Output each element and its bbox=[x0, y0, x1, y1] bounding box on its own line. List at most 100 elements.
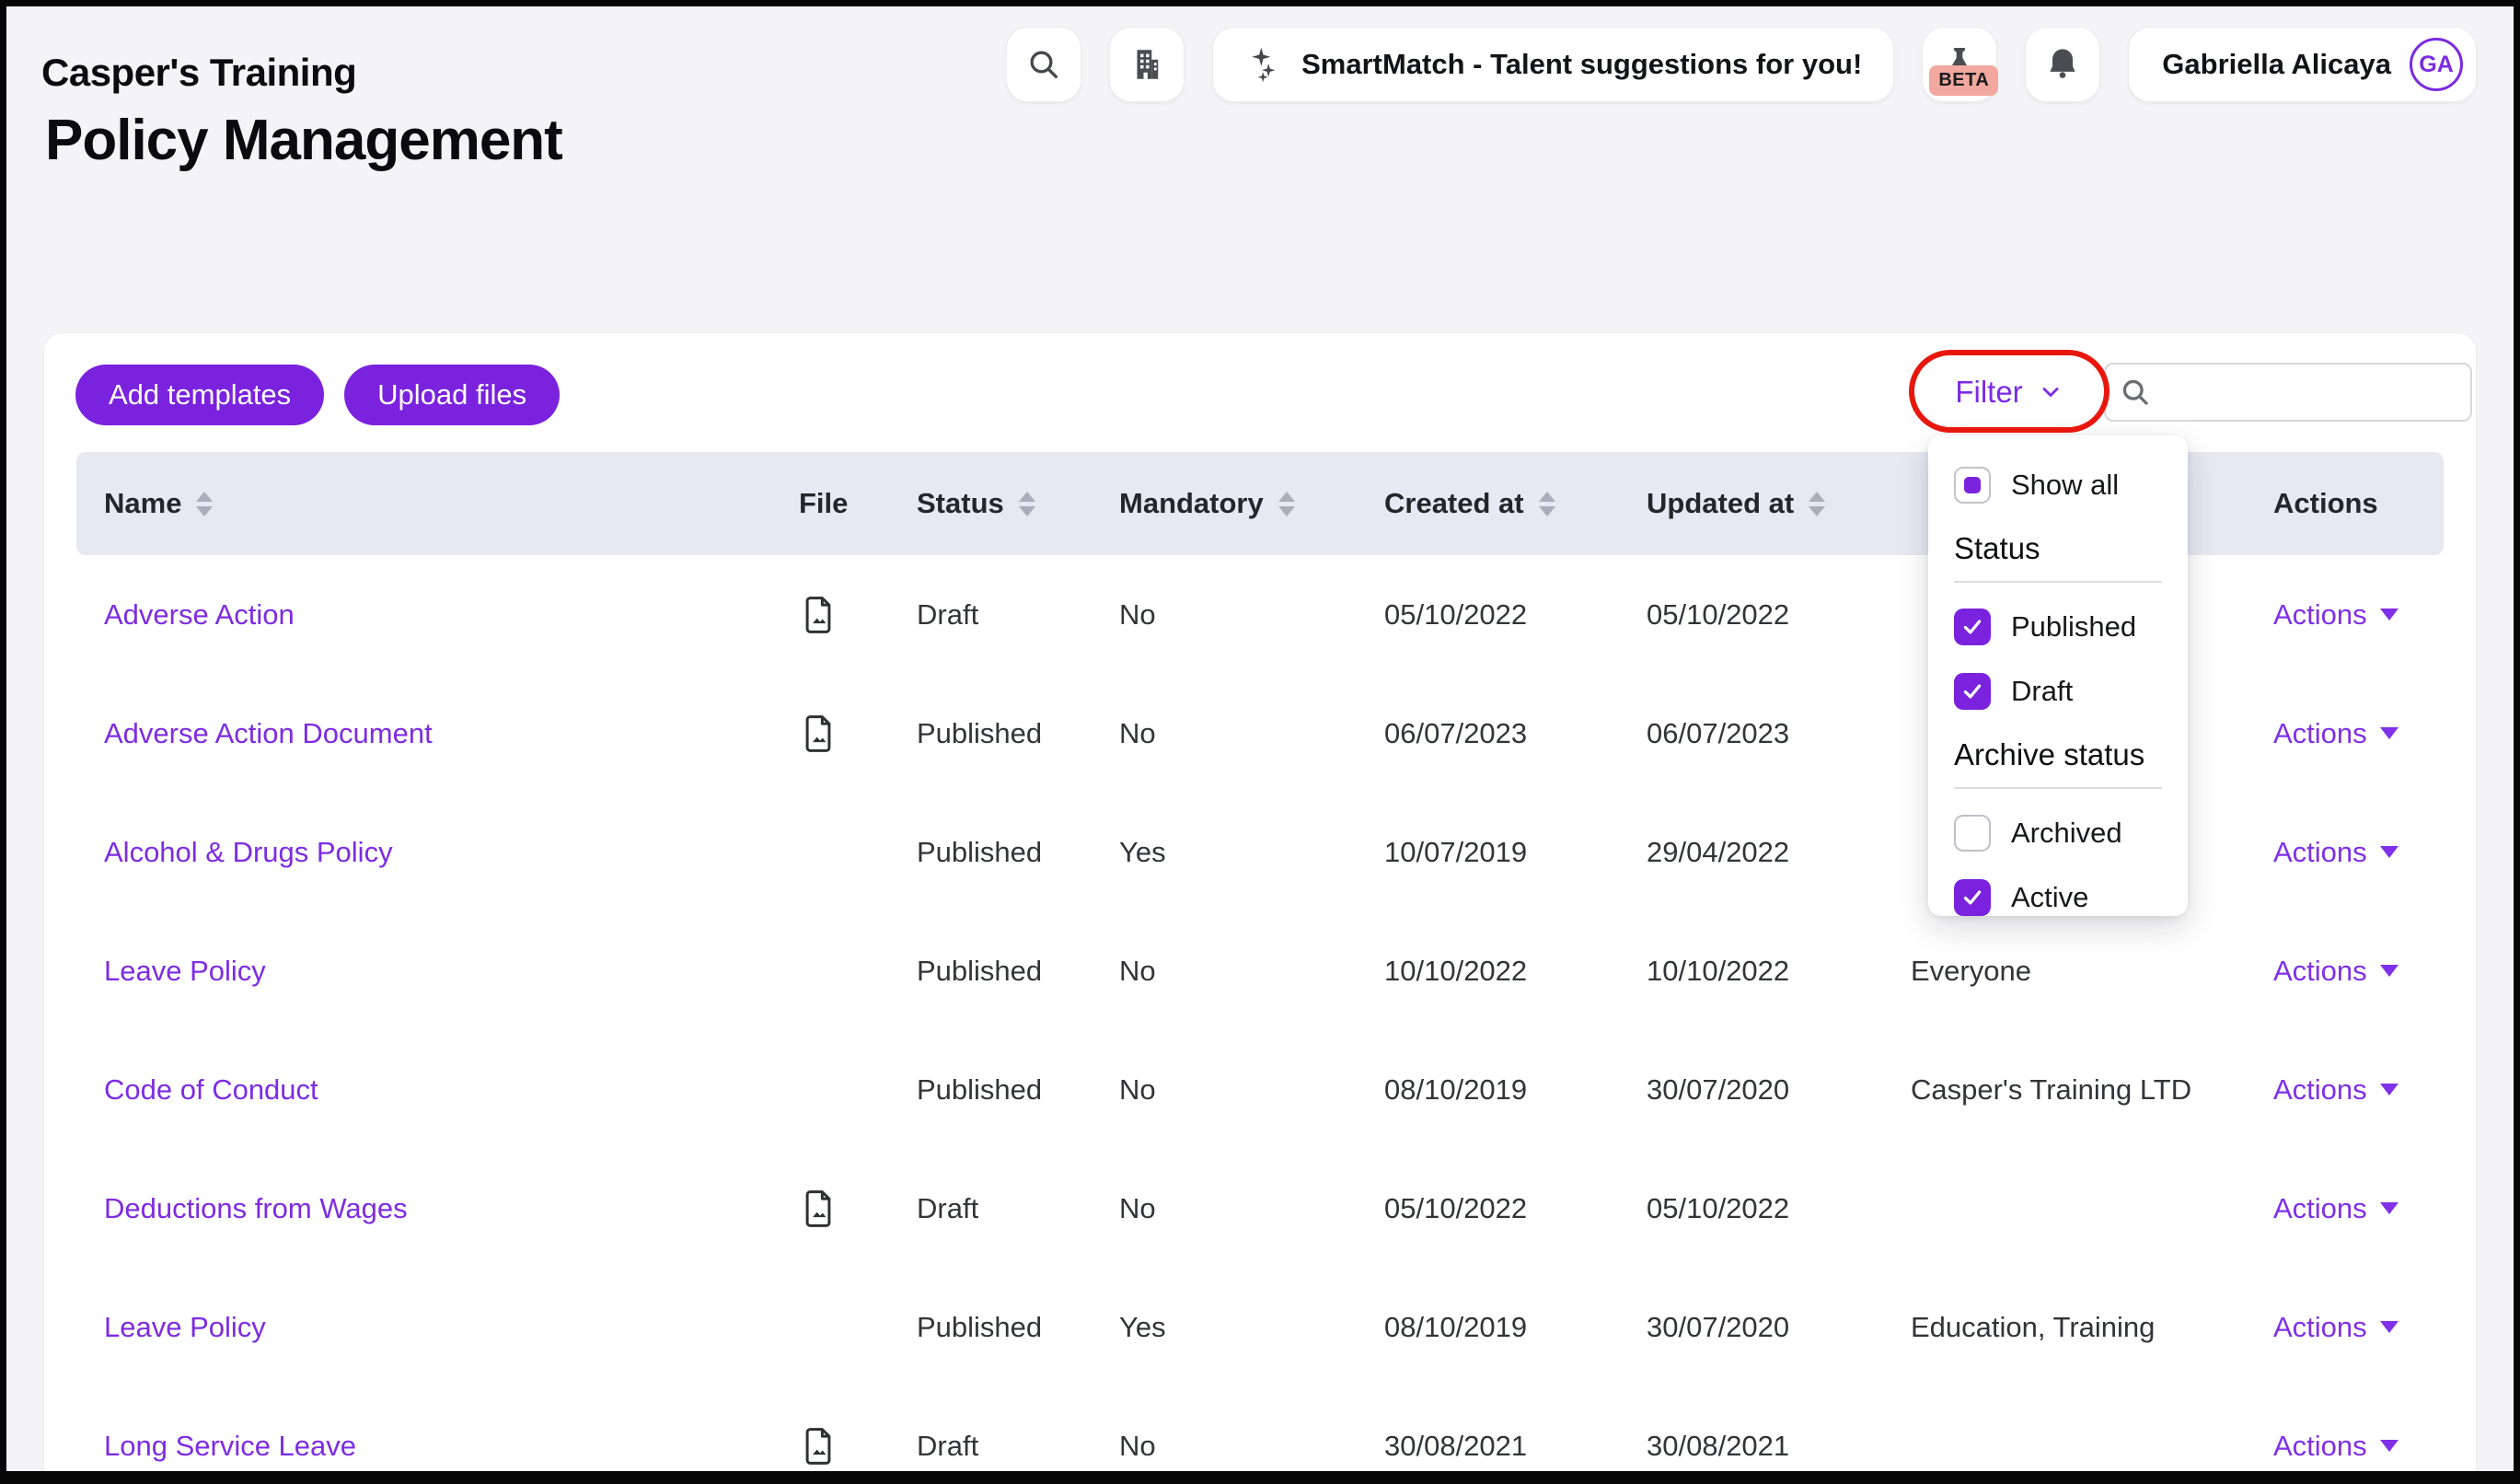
policy-name-link[interactable]: Code of Conduct bbox=[104, 1073, 318, 1106]
row-actions-button[interactable]: Actions bbox=[2273, 1311, 2444, 1344]
sort-icon bbox=[1278, 492, 1295, 516]
applies-to-cell: Casper's Training LTD bbox=[1911, 1073, 2273, 1107]
organisation-button[interactable] bbox=[1109, 27, 1185, 102]
policy-name-link[interactable]: Long Service Leave bbox=[104, 1430, 356, 1462]
updated-at-cell: 30/07/2020 bbox=[1647, 1311, 1911, 1344]
created-at-cell: 05/10/2022 bbox=[1384, 598, 1647, 632]
search-input[interactable] bbox=[2104, 363, 2472, 422]
mandatory-cell: Yes bbox=[1119, 836, 1384, 869]
search-icon bbox=[2119, 376, 2152, 409]
app-window: Casper's Training bbox=[0, 0, 2520, 1484]
triangle-down-icon bbox=[2380, 1202, 2399, 1214]
policy-name-link[interactable]: Adverse Action Document bbox=[104, 717, 433, 749]
actions-label: Actions bbox=[2273, 955, 2367, 988]
created-at-cell: 08/10/2019 bbox=[1384, 1311, 1647, 1344]
policy-name-link[interactable]: Alcohol & Drugs Policy bbox=[104, 836, 393, 868]
actions-label: Actions bbox=[2273, 1192, 2367, 1225]
table-row: Leave Policy Published No 10/10/2022 10/… bbox=[44, 911, 2476, 1030]
row-actions-button[interactable]: Actions bbox=[2273, 955, 2444, 988]
updated-at-cell: 30/07/2020 bbox=[1647, 1073, 1911, 1107]
file-cell bbox=[799, 1425, 917, 1467]
filter-option-draft[interactable]: Draft bbox=[1954, 673, 2162, 710]
updated-at-cell: 05/10/2022 bbox=[1647, 1192, 1911, 1225]
created-at-cell: 06/07/2023 bbox=[1384, 717, 1647, 750]
user-profile-button[interactable]: Gabriella Alicaya GA bbox=[2128, 27, 2477, 102]
global-search-button[interactable] bbox=[1006, 27, 1081, 102]
policy-name-link[interactable]: Adverse Action bbox=[104, 598, 295, 631]
file-document-icon bbox=[799, 1425, 917, 1467]
mandatory-cell: Yes bbox=[1119, 1311, 1384, 1344]
top-bar-actions: SmartMatch - Talent suggestions for you!… bbox=[1006, 27, 2477, 102]
status-cell: Published bbox=[917, 717, 1119, 750]
mandatory-cell: No bbox=[1119, 1192, 1384, 1225]
column-header-created-at[interactable]: Created at bbox=[1384, 487, 1647, 520]
row-actions-button[interactable]: Actions bbox=[2273, 1430, 2444, 1463]
column-header-name[interactable]: Name bbox=[104, 487, 799, 520]
sparkles-icon bbox=[1244, 44, 1285, 85]
actions-label: Actions bbox=[2273, 1430, 2367, 1463]
file-cell bbox=[799, 713, 917, 755]
file-cell bbox=[799, 1188, 917, 1230]
updated-at-cell: 30/08/2021 bbox=[1647, 1430, 1911, 1463]
table-row: Leave Policy Published Yes 08/10/2019 30… bbox=[44, 1268, 2476, 1386]
user-name: Gabriella Alicaya bbox=[2162, 48, 2391, 81]
column-header-mandatory[interactable]: Mandatory bbox=[1119, 487, 1384, 520]
row-actions-button[interactable]: Actions bbox=[2273, 836, 2444, 869]
checkbox-checked-icon[interactable] bbox=[1954, 673, 1991, 710]
mandatory-cell: No bbox=[1119, 598, 1384, 632]
beta-badge: BETA bbox=[1929, 65, 1998, 96]
column-header-updated-at[interactable]: Updated at bbox=[1647, 487, 1911, 520]
checkbox-unchecked-icon[interactable] bbox=[1954, 815, 1991, 852]
column-header-actions: Actions bbox=[2273, 487, 2416, 520]
actions-label: Actions bbox=[2273, 598, 2367, 632]
filter-option-show-all[interactable]: Show all bbox=[1954, 467, 2162, 504]
add-templates-button[interactable]: Add templates bbox=[75, 365, 324, 425]
status-cell: Published bbox=[917, 1311, 1119, 1344]
checkbox-checked-icon[interactable] bbox=[1954, 609, 1991, 645]
status-cell: Published bbox=[917, 955, 1119, 988]
triangle-down-icon bbox=[2380, 609, 2399, 620]
policy-name-link[interactable]: Leave Policy bbox=[104, 955, 266, 987]
policy-name-link[interactable]: Leave Policy bbox=[104, 1311, 266, 1343]
updated-at-cell: 05/10/2022 bbox=[1647, 598, 1911, 632]
triangle-down-icon bbox=[2380, 965, 2399, 977]
updated-at-cell: 10/10/2022 bbox=[1647, 955, 1911, 988]
filter-button-label: Filter bbox=[1955, 375, 2022, 410]
sort-icon bbox=[1809, 492, 1825, 516]
filter-option-archived[interactable]: Archived bbox=[1954, 815, 2162, 852]
column-header-file: File bbox=[799, 487, 917, 520]
policy-name-link[interactable]: Deductions from Wages bbox=[104, 1192, 408, 1224]
actions-label: Actions bbox=[2273, 836, 2367, 869]
column-header-status[interactable]: Status bbox=[917, 487, 1119, 520]
filter-dropdown-menu: Show all Status Published Draft Archive … bbox=[1928, 435, 2188, 916]
beta-labs-button[interactable]: BETA bbox=[1922, 27, 1997, 102]
filter-option-published[interactable]: Published bbox=[1954, 609, 2162, 645]
row-actions-button[interactable]: Actions bbox=[2273, 717, 2444, 750]
row-actions-button[interactable]: Actions bbox=[2273, 1073, 2444, 1107]
upload-files-button[interactable]: Upload files bbox=[344, 365, 560, 425]
triangle-down-icon bbox=[2380, 1321, 2399, 1333]
file-document-icon bbox=[799, 1188, 917, 1230]
created-at-cell: 10/10/2022 bbox=[1384, 955, 1647, 988]
file-cell bbox=[799, 594, 917, 636]
policy-table-card: Add templates Upload files Filter Nam bbox=[43, 332, 2477, 1471]
sort-icon bbox=[1019, 492, 1035, 516]
filter-option-active[interactable]: Active bbox=[1954, 879, 2162, 916]
row-actions-button[interactable]: Actions bbox=[2273, 1192, 2444, 1225]
row-actions-button[interactable]: Actions bbox=[2273, 598, 2444, 632]
filter-section-archive-status: Archive status bbox=[1954, 737, 2162, 772]
checkbox-indeterminate-icon[interactable] bbox=[1954, 467, 1991, 504]
created-at-cell: 05/10/2022 bbox=[1384, 1192, 1647, 1225]
actions-label: Actions bbox=[2273, 717, 2367, 750]
filter-button[interactable]: Filter bbox=[1927, 361, 2091, 423]
filter-section-status: Status bbox=[1954, 531, 2162, 566]
checkbox-checked-icon[interactable] bbox=[1954, 879, 1991, 916]
card-toolbar: Add templates Upload files bbox=[75, 365, 560, 425]
status-cell: Draft bbox=[917, 598, 1119, 632]
mandatory-cell: No bbox=[1119, 1073, 1384, 1107]
created-at-cell: 30/08/2021 bbox=[1384, 1430, 1647, 1463]
smartmatch-button[interactable]: SmartMatch - Talent suggestions for you! bbox=[1212, 27, 1894, 102]
table-row: Long Service Leave Draft No 30/08/2021 3… bbox=[44, 1386, 2476, 1471]
notifications-button[interactable] bbox=[2025, 27, 2100, 102]
triangle-down-icon bbox=[2380, 1440, 2399, 1452]
